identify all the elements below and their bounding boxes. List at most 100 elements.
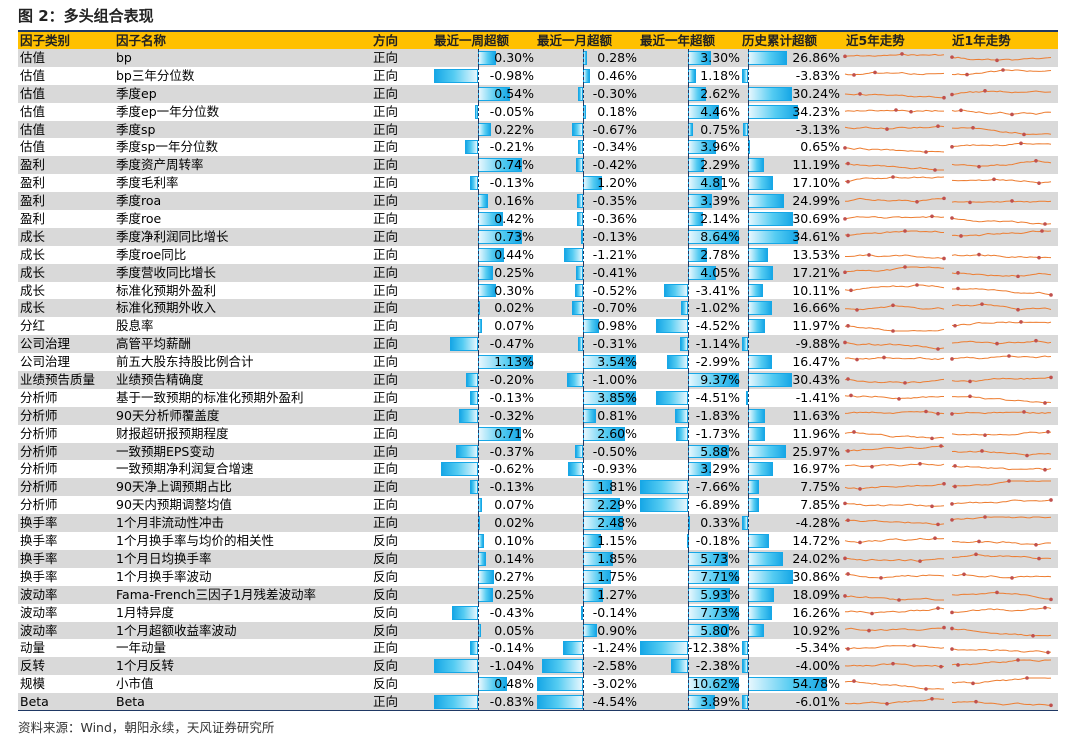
sparkline-5y	[844, 355, 945, 362]
sparkline-marker	[1016, 308, 1020, 312]
sparkline-path	[844, 394, 944, 400]
header-month: 最近一月超额	[537, 33, 613, 48]
m-value: -0.50%	[592, 443, 637, 459]
table-row: 规模 小市值 反向 0.48% -3.02% 10.62% 54.78%	[18, 675, 1058, 694]
sparkline-path	[951, 573, 1052, 579]
sparkline-marker	[965, 72, 969, 77]
zero-axis	[748, 621, 749, 640]
h-value: 11.97%	[792, 318, 840, 334]
zero-axis	[478, 693, 479, 711]
sparkline-marker	[924, 687, 928, 691]
factor-name: bp三年分位数	[116, 67, 195, 83]
sparkline-1y	[950, 515, 1052, 522]
sparkline-marker	[867, 628, 871, 632]
zero-axis	[583, 693, 584, 711]
header-5y-trend: 近5年走势	[846, 33, 905, 48]
factor-name: 1月特异度	[116, 604, 174, 620]
y-value-bar	[664, 283, 688, 298]
sparkline-path	[844, 445, 945, 451]
sparkline-marker	[974, 552, 978, 557]
zero-axis	[688, 174, 689, 193]
zero-axis	[688, 406, 689, 425]
w-value: 0.22%	[494, 121, 534, 137]
factor-name: 业绩预告精确度	[116, 372, 204, 388]
w-value: 0.07%	[494, 318, 534, 334]
factor-direction: 正向	[373, 461, 399, 477]
sparkline-marker	[1049, 498, 1053, 503]
w-value-bar	[440, 462, 478, 477]
sparkline-5y	[844, 536, 945, 545]
zero-axis	[748, 156, 749, 175]
table-row: 公司治理 高管平均薪酬 正向 -0.47% -0.31% -1.14% -9.88%	[18, 335, 1058, 354]
m-value-bar	[568, 462, 583, 477]
sparkline-marker	[930, 436, 934, 440]
zero-axis	[688, 388, 689, 407]
sparkline-5y	[844, 679, 944, 691]
zero-axis	[478, 335, 479, 354]
sparkline-path	[951, 179, 1052, 184]
zero-axis	[688, 424, 689, 443]
zero-axis	[688, 84, 689, 103]
sparkline-marker	[942, 95, 946, 100]
factor-direction: 正向	[373, 121, 399, 137]
zero-axis	[688, 317, 689, 336]
sparkline-marker	[953, 485, 957, 489]
zero-axis	[748, 603, 749, 622]
zero-axis	[583, 567, 584, 586]
w-value: -0.62%	[489, 461, 534, 477]
zero-axis	[748, 335, 749, 354]
factor-direction: 正向	[373, 354, 399, 370]
sparkline-5y	[845, 605, 945, 615]
factor-name: 1个月换手率波动	[116, 568, 212, 584]
factor-name: 季度资产周转率	[116, 157, 204, 173]
factor-direction: 反向	[373, 604, 399, 620]
h-value: 30.43%	[792, 372, 840, 388]
y-value: 2.78%	[700, 246, 740, 262]
zero-axis	[583, 263, 584, 282]
zero-axis	[688, 460, 689, 479]
sparkline-path	[844, 342, 945, 350]
sparkline-path	[951, 553, 1052, 560]
y-value-bar	[667, 355, 688, 370]
sparkline-path	[951, 376, 1052, 382]
sparkline-path	[844, 215, 945, 220]
m-value: -2.58%	[592, 658, 637, 674]
h-value: 18.09%	[792, 586, 840, 602]
sparkline-1y	[951, 658, 1052, 668]
header-1y-trend: 近1年走势	[952, 33, 1011, 48]
y-value: -12.38%	[687, 640, 740, 656]
w-value: -0.20%	[489, 372, 534, 388]
w-value: 0.48%	[494, 676, 534, 692]
table-row: 波动率 Fama-French三因子1月残差波动率 反向 0.25% 1.27% 5.93…	[18, 585, 1058, 604]
h-value: 16.97%	[792, 461, 840, 477]
zero-axis	[748, 138, 749, 157]
sparkline-marker	[891, 662, 895, 666]
zero-axis	[478, 192, 479, 211]
sparkline-path	[951, 606, 1052, 613]
m-value: 0.28%	[597, 50, 637, 65]
table-row: 反转 1个月反转 反向 -1.04% -2.58% -2.38% -4.00%	[18, 657, 1058, 676]
y-value: 3.30%	[700, 50, 740, 65]
sparkline-marker	[903, 229, 907, 233]
sparkline-marker	[1007, 354, 1011, 358]
factor-name: 一致预期净利润复合增速	[116, 461, 254, 477]
sparkline-marker	[852, 73, 856, 77]
y-value-bar	[656, 319, 688, 334]
sparkline-path	[844, 266, 945, 273]
sparkline-marker	[843, 340, 847, 345]
sparkline-marker	[912, 644, 916, 648]
factor-category: 换手率	[20, 533, 58, 549]
zero-axis	[688, 156, 689, 175]
sparkline-marker	[1034, 159, 1038, 163]
zero-axis	[688, 442, 689, 461]
sparkline-1y	[951, 552, 1052, 561]
factor-direction: 反向	[373, 676, 399, 692]
sparkline-marker	[950, 357, 954, 361]
zero-axis	[478, 49, 479, 67]
zero-axis	[688, 478, 689, 497]
m-value: 0.46%	[597, 67, 637, 83]
factor-direction: 正向	[373, 193, 399, 209]
zero-axis	[688, 102, 689, 121]
zero-axis	[688, 281, 689, 300]
w-value: -1.04%	[489, 658, 534, 674]
